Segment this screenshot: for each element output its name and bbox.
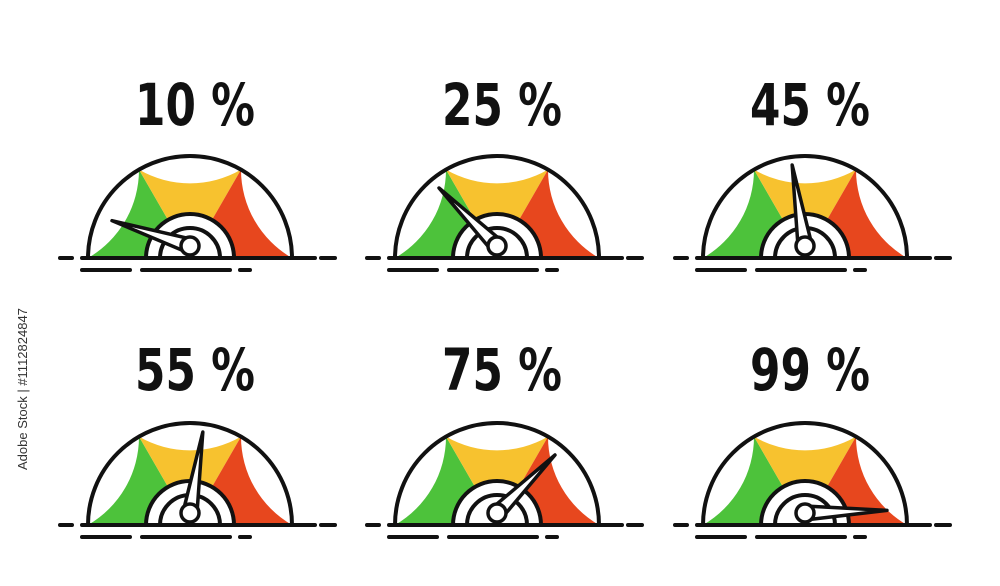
gauge: [673, 421, 952, 539]
gauge-outline: [393, 421, 601, 526]
value-label: 25 %: [442, 71, 562, 139]
value-label: 10 %: [135, 71, 255, 139]
gauge: [673, 154, 952, 272]
gauge-pivot: [179, 502, 201, 524]
gauge: [365, 154, 644, 272]
gauge-pivot: [179, 235, 201, 257]
watermark: Adobe Stock | #1112824847: [15, 308, 30, 470]
gauge-pivot: [794, 235, 816, 257]
gauge-outline: [701, 154, 909, 259]
gauge-pivot: [794, 502, 816, 524]
value-label: 75 %: [442, 336, 562, 404]
value-label: 55 %: [135, 336, 255, 404]
gauge: [58, 154, 337, 272]
value-label: 45 %: [750, 71, 870, 139]
gauge-outline: [701, 421, 909, 526]
gauge-pivot: [486, 502, 508, 524]
gauge-outline: [86, 421, 294, 526]
value-label: 99 %: [750, 336, 870, 404]
gauge-hub-ring: [465, 493, 529, 526]
gauge-hub-ring: [465, 226, 529, 259]
gauge-pivot: [486, 235, 508, 257]
gauge: [58, 421, 337, 539]
gauge: [365, 421, 644, 539]
gauge-outline: [393, 154, 601, 259]
gauge-hub-ring: [158, 226, 222, 259]
gauge-outline: [86, 154, 294, 259]
